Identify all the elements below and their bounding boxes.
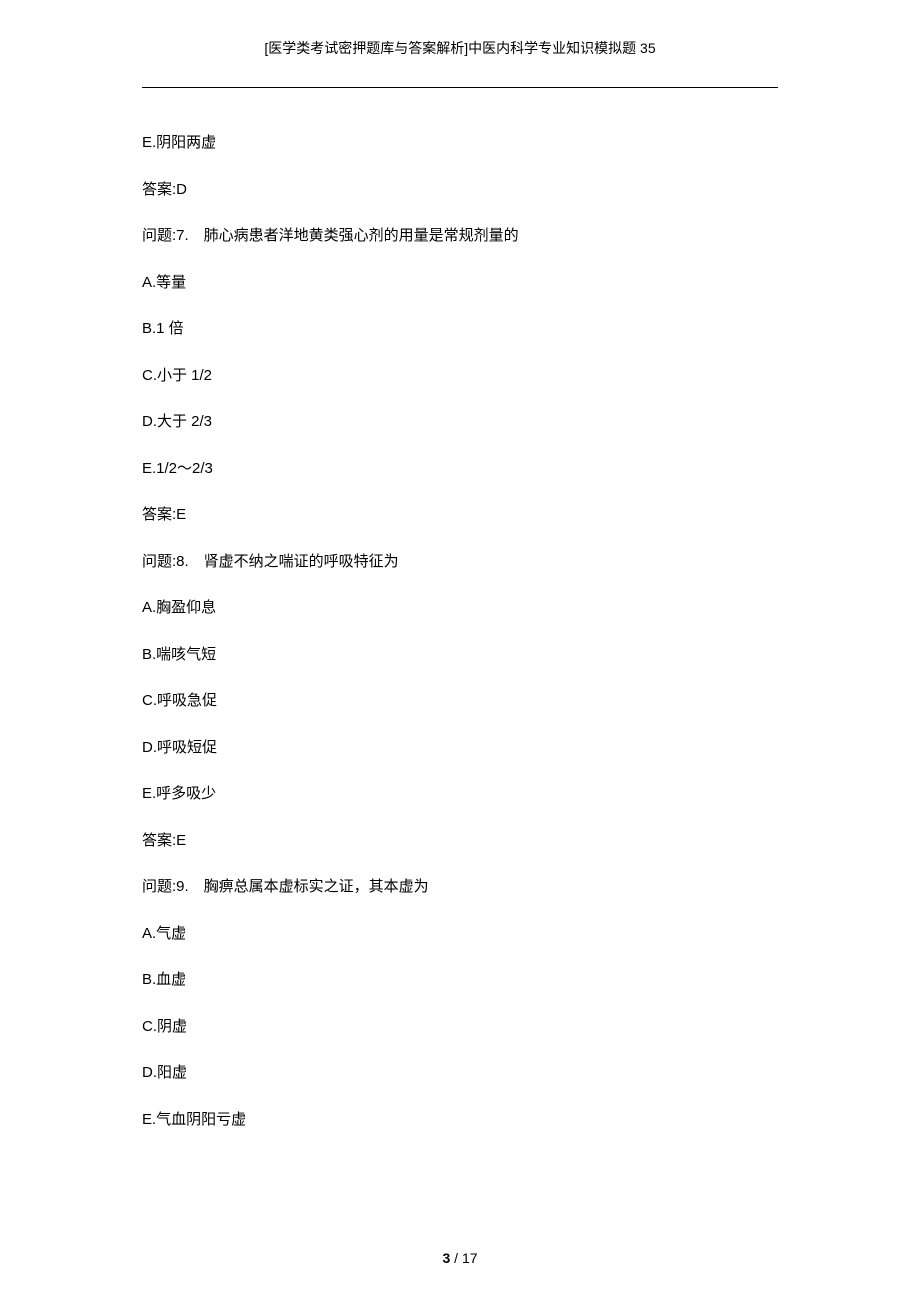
- question-line: 问题:8. 肾虚不纳之喘证的呼吸特征为: [142, 551, 778, 574]
- document-page: [医学类考试密押题库与答案解析]中医内科学专业知识模拟题 35 E.阴阳两虚 答…: [0, 0, 920, 1302]
- option-line: B.血虚: [142, 969, 778, 992]
- answer-line: 答案:D: [142, 179, 778, 202]
- option-line: E.呼多吸少: [142, 783, 778, 806]
- option-line: A.胸盈仰息: [142, 597, 778, 620]
- answer-line: 答案:E: [142, 830, 778, 853]
- option-line: C.呼吸急促: [142, 690, 778, 713]
- answer-line: 答案:E: [142, 504, 778, 527]
- option-line: C.阴虚: [142, 1016, 778, 1039]
- option-line: A.气虚: [142, 923, 778, 946]
- question-line: 问题:7. 肺心病患者洋地黄类强心剂的用量是常规剂量的: [142, 225, 778, 248]
- text-line: E.阴阳两虚: [142, 132, 778, 155]
- page-header: [医学类考试密押题库与答案解析]中医内科学专业知识模拟题 35: [142, 38, 778, 59]
- page-number-total: 17: [462, 1250, 478, 1266]
- page-footer: 3 / 17: [0, 1250, 920, 1266]
- question-line: 问题:9. 胸痹总属本虚标实之证，其本虚为: [142, 876, 778, 899]
- option-line: D.大于 2/3: [142, 411, 778, 434]
- option-line: D.呼吸短促: [142, 737, 778, 760]
- option-line: A.等量: [142, 272, 778, 295]
- header-rule: [142, 87, 778, 88]
- option-line: B.喘咳气短: [142, 644, 778, 667]
- option-line: C.小于 1/2: [142, 365, 778, 388]
- option-line: D.阳虚: [142, 1062, 778, 1085]
- option-line: E.1/2～2/3: [142, 458, 778, 481]
- option-line: B.1 倍: [142, 318, 778, 341]
- option-line: E.气血阴阳亏虚: [142, 1109, 778, 1132]
- page-number-sep: /: [450, 1250, 462, 1266]
